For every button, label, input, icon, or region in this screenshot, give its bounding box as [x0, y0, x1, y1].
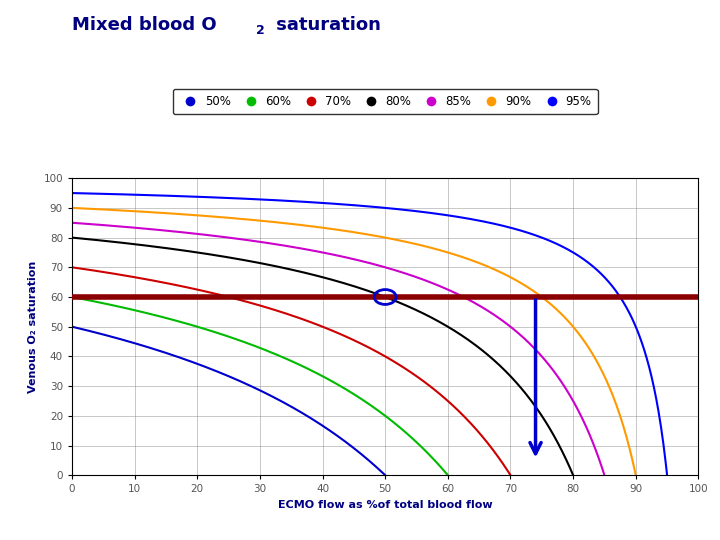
Text: saturation: saturation — [270, 16, 381, 34]
Y-axis label: Venous O₂ saturation: Venous O₂ saturation — [28, 261, 37, 393]
X-axis label: ECMO flow as %of total blood flow: ECMO flow as %of total blood flow — [278, 500, 492, 510]
Text: 2: 2 — [256, 24, 264, 37]
Legend: 50%, 60%, 70%, 80%, 85%, 90%, 95%: 50%, 60%, 70%, 80%, 85%, 90%, 95% — [173, 89, 598, 114]
Text: Mixed blood O: Mixed blood O — [72, 16, 217, 34]
